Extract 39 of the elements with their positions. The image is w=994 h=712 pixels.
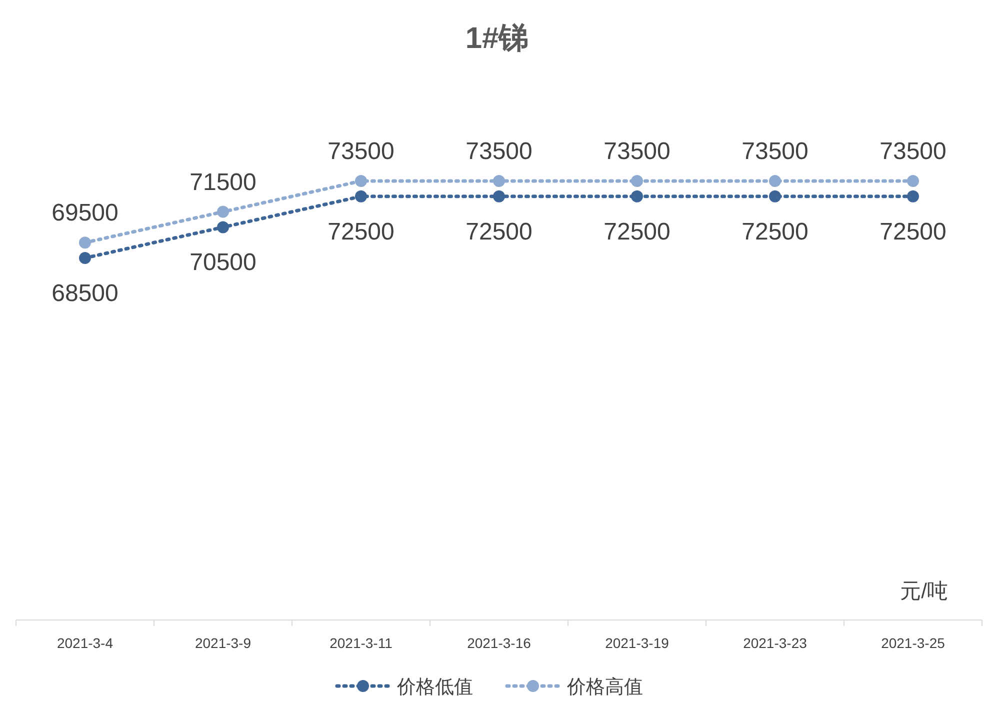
point	[493, 190, 505, 202]
data-label: 72500	[880, 218, 946, 246]
x-tick-label: 2021-3-19	[605, 635, 670, 651]
data-label: 70500	[190, 249, 256, 276]
legend-label: 价格低值	[396, 677, 473, 698]
x-tick-label: 2021-3-25	[881, 635, 946, 651]
point	[355, 190, 367, 202]
data-label: 73500	[466, 138, 532, 165]
text: 元/吨	[900, 580, 948, 603]
point	[217, 221, 229, 234]
data-label: 73500	[880, 138, 946, 165]
x-tick-label: 2021-3-23	[743, 635, 808, 651]
data-label: 73500	[604, 138, 670, 165]
point	[631, 190, 643, 202]
data-label: 69500	[52, 200, 118, 227]
data-label: 71500	[190, 168, 256, 196]
point	[769, 175, 781, 187]
x-tick-label: 2021-3-4	[56, 635, 114, 651]
x-tick-label: 2021-3-11	[330, 635, 393, 651]
data-label: 72500	[604, 218, 670, 246]
legend-label: 价格高值	[566, 676, 643, 698]
point	[355, 175, 367, 187]
point	[907, 175, 919, 187]
data-label: 73500	[328, 138, 394, 165]
data-label: 73500	[742, 138, 808, 165]
x-tick-label: 2021-3-9	[194, 635, 252, 651]
chart-title: 1#锑	[465, 22, 529, 55]
data-label: 72500	[328, 218, 394, 246]
point	[79, 236, 91, 249]
point	[493, 175, 505, 187]
point	[907, 190, 919, 202]
data-label: 72500	[742, 218, 808, 246]
data-label: 68500	[52, 280, 118, 307]
point	[631, 175, 643, 187]
point	[79, 252, 91, 264]
data-label: 72500	[466, 218, 532, 246]
point	[217, 206, 229, 218]
x-tick-label: 2021-3-16	[467, 635, 532, 651]
point	[769, 190, 781, 202]
